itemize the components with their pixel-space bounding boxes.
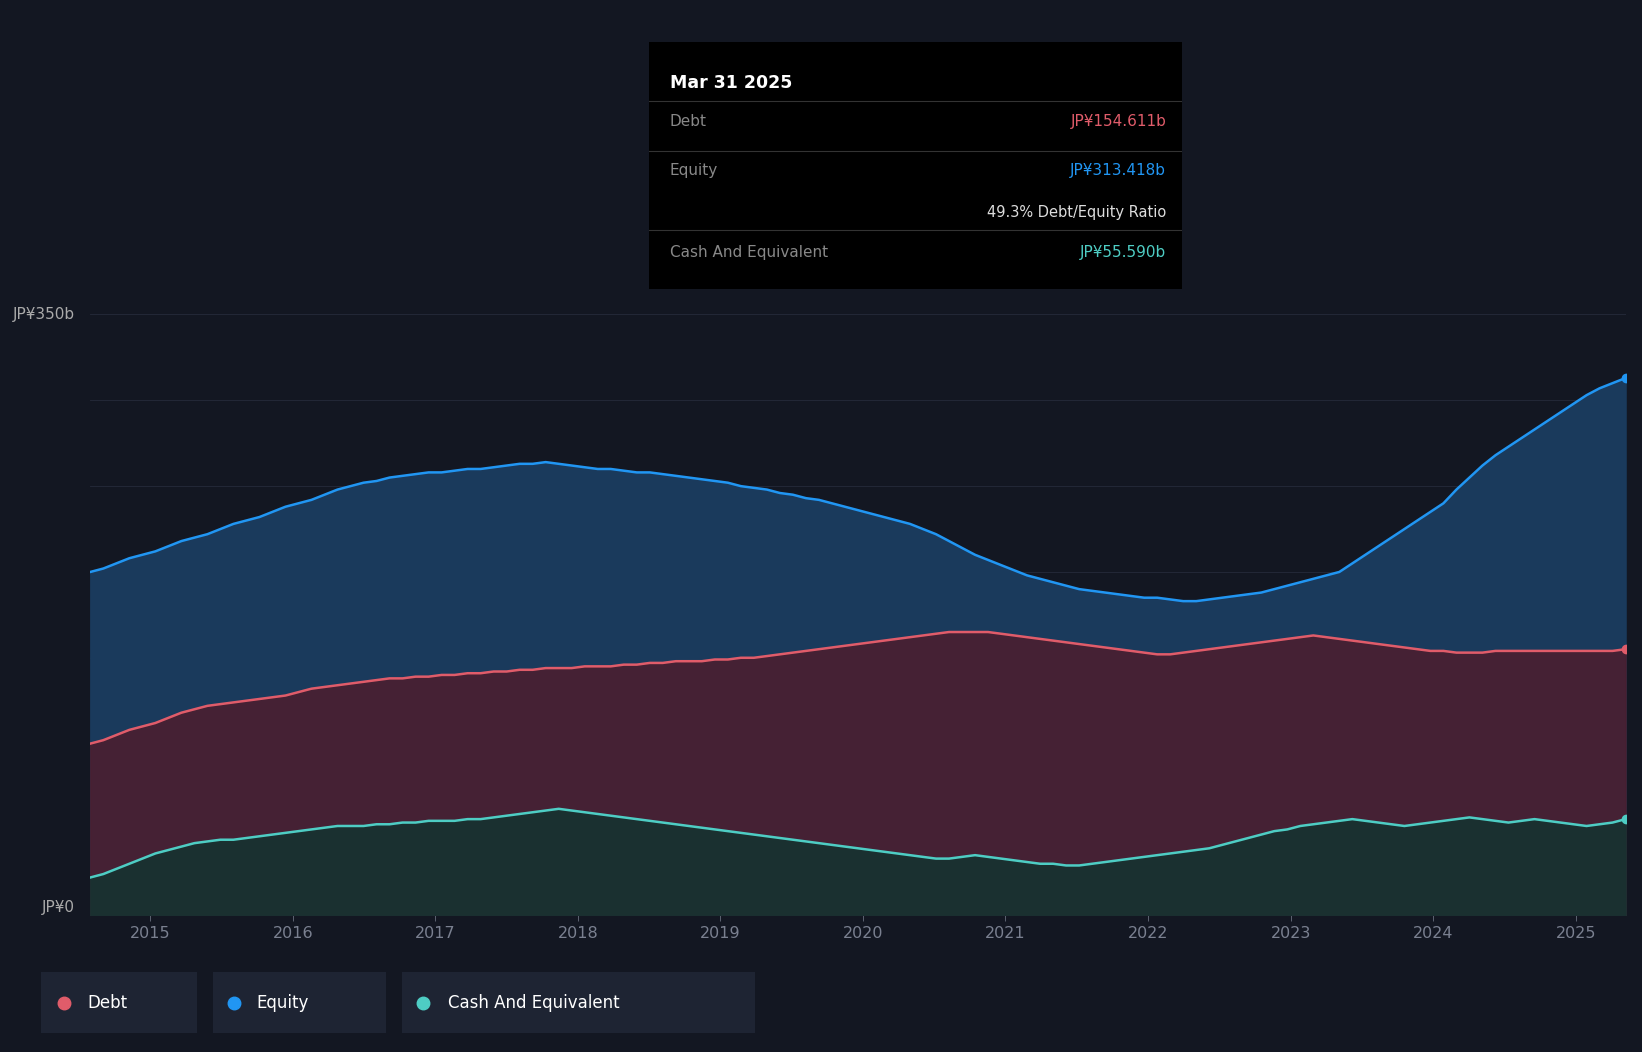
Text: Cash And Equivalent: Cash And Equivalent: [448, 993, 619, 1012]
Text: Cash And Equivalent: Cash And Equivalent: [670, 245, 828, 260]
Text: JP¥0: JP¥0: [43, 901, 76, 915]
Text: Equity: Equity: [670, 163, 718, 178]
Text: Debt: Debt: [670, 114, 708, 128]
Text: JP¥55.590b: JP¥55.590b: [1080, 245, 1166, 260]
Text: Equity: Equity: [256, 993, 309, 1012]
Text: 49.3% Debt/Equity Ratio: 49.3% Debt/Equity Ratio: [987, 205, 1166, 220]
Text: JP¥350b: JP¥350b: [13, 307, 76, 322]
Text: JP¥313.418b: JP¥313.418b: [1071, 163, 1166, 178]
Text: Debt: Debt: [89, 993, 128, 1012]
Text: JP¥154.611b: JP¥154.611b: [1071, 114, 1166, 128]
Text: Mar 31 2025: Mar 31 2025: [670, 75, 793, 93]
